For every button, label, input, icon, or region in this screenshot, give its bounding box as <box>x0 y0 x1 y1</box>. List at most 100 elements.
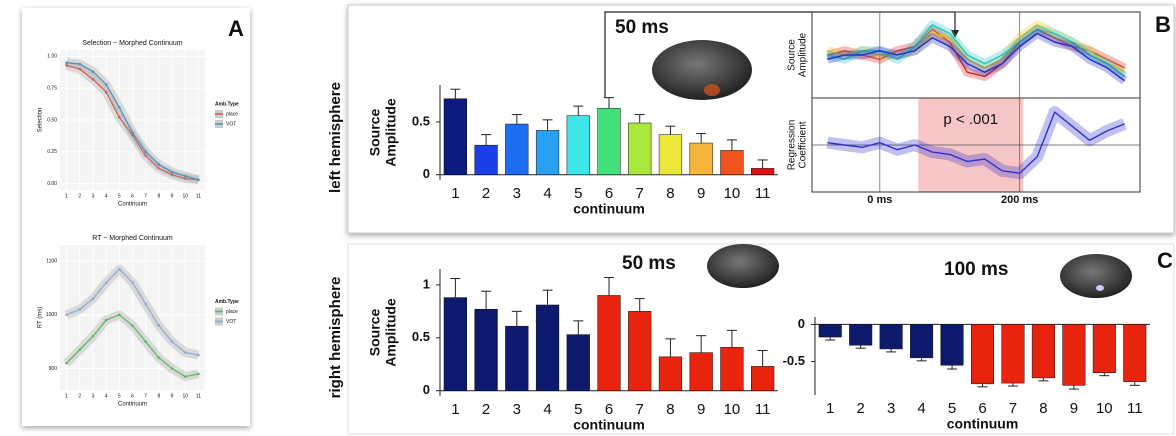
y-tick-label: 0 <box>423 166 430 181</box>
time-annotation: 50 ms <box>615 17 669 38</box>
y-axis-label: Coefficient <box>798 121 809 168</box>
x-tick-label: 4 <box>105 193 108 199</box>
bar <box>751 168 775 175</box>
data-point <box>104 90 108 94</box>
panel-b-card <box>347 4 1175 234</box>
bar <box>535 130 560 175</box>
panel-letter: A <box>228 16 244 41</box>
data-point <box>131 131 134 135</box>
x-tick-label: 200 ms <box>1001 194 1038 206</box>
x-tick-label: 11 <box>755 185 771 202</box>
x-tick-label: 10 <box>1096 400 1113 417</box>
data-point <box>118 116 121 119</box>
data-point <box>91 77 95 81</box>
data-point <box>197 353 200 357</box>
x-tick-label: 4 <box>543 185 551 202</box>
time-annotation: 50 ms <box>622 253 676 274</box>
data-point <box>157 356 161 360</box>
x-tick-label: 9 <box>697 401 705 418</box>
x-tick-label: 3 <box>887 400 895 417</box>
data-point <box>183 351 187 354</box>
x-tick-label: 2 <box>78 393 81 399</box>
data-point <box>78 308 82 311</box>
y-tick-label: 0 <box>423 382 430 397</box>
hemisphere-label: right hemisphere <box>327 277 344 399</box>
bar <box>1031 324 1055 379</box>
data-point <box>183 375 187 378</box>
bar <box>505 123 529 175</box>
x-axis-label: Continuum <box>118 202 147 208</box>
legend-label: VOT <box>226 319 236 325</box>
x-tick-label: 5 <box>118 393 121 399</box>
x-tick-label: 4 <box>105 393 108 399</box>
x-tick-label: 8 <box>157 193 160 199</box>
y-tick-label: 0.50 <box>47 117 57 123</box>
x-tick-label: 5 <box>574 401 582 418</box>
y-tick-label: 1 <box>423 276 430 291</box>
y-tick-label: 0 <box>798 316 805 331</box>
y-tick-label: 0.25 <box>47 149 57 155</box>
x-tick-label: 8 <box>666 185 674 202</box>
bar <box>879 324 903 350</box>
x-tick-label: 8 <box>666 401 674 418</box>
bar <box>597 107 621 175</box>
data-point <box>157 324 161 327</box>
data-point <box>197 178 200 182</box>
callout-line <box>604 11 956 98</box>
panel-letter: C <box>1157 248 1173 273</box>
data-point <box>65 63 68 67</box>
x-tick-label: 4 <box>917 400 925 417</box>
data-point <box>78 348 82 352</box>
bar <box>818 324 842 338</box>
data-point <box>78 62 82 66</box>
x-tick-label: 11 <box>1127 400 1143 417</box>
bar <box>566 334 590 391</box>
x-tick-label: 2 <box>857 400 865 417</box>
y-tick-label: 0.75 <box>47 86 57 92</box>
y-axis-label: Regression <box>787 120 798 171</box>
x-tick-label: 3 <box>513 401 521 418</box>
bar <box>720 347 744 391</box>
x-tick-label: 3 <box>92 193 95 199</box>
y-axis-label: Source <box>367 309 383 357</box>
bar <box>443 297 467 391</box>
data-point <box>183 174 187 178</box>
amplitude-line <box>827 28 1125 78</box>
chart-title: Selection ~ Morphed Continuum <box>82 40 182 47</box>
data-point <box>65 61 68 65</box>
x-tick-label: 7 <box>636 401 644 418</box>
y-axis-label: Selection <box>38 108 44 133</box>
data-point <box>131 324 134 327</box>
y-tick-label: 0.5 <box>412 113 430 128</box>
y-axis-label: Source <box>787 39 798 71</box>
bar <box>474 144 498 175</box>
x-tick-label: 9 <box>1070 400 1078 417</box>
time-annotation: 100 ms <box>944 259 1008 280</box>
data-point <box>170 170 174 174</box>
callout-arrow <box>951 30 959 38</box>
x-tick-label: 2 <box>482 401 490 418</box>
x-axis-label: continuum <box>573 201 645 217</box>
data-point <box>183 177 187 180</box>
data-point <box>65 313 68 317</box>
bar <box>658 134 683 175</box>
data-point <box>78 67 82 71</box>
x-tick-label: 9 <box>171 193 174 199</box>
x-tick-label: 5 <box>948 400 956 417</box>
bar <box>1062 324 1086 386</box>
bar <box>970 324 995 385</box>
x-tick-label: 6 <box>131 393 134 399</box>
bar <box>1001 324 1025 384</box>
x-tick-label: 1 <box>826 400 834 417</box>
bar <box>720 150 744 175</box>
data-point <box>118 313 121 317</box>
data-point <box>91 334 95 338</box>
x-tick-label: 11 <box>196 193 201 199</box>
x-tick-label: 10 <box>724 185 741 202</box>
data-point <box>144 302 147 306</box>
x-tick-label: 3 <box>513 185 521 202</box>
bar <box>628 122 652 175</box>
y-axis-label: Amplitude <box>798 32 809 77</box>
x-tick-label: 10 <box>724 401 741 418</box>
